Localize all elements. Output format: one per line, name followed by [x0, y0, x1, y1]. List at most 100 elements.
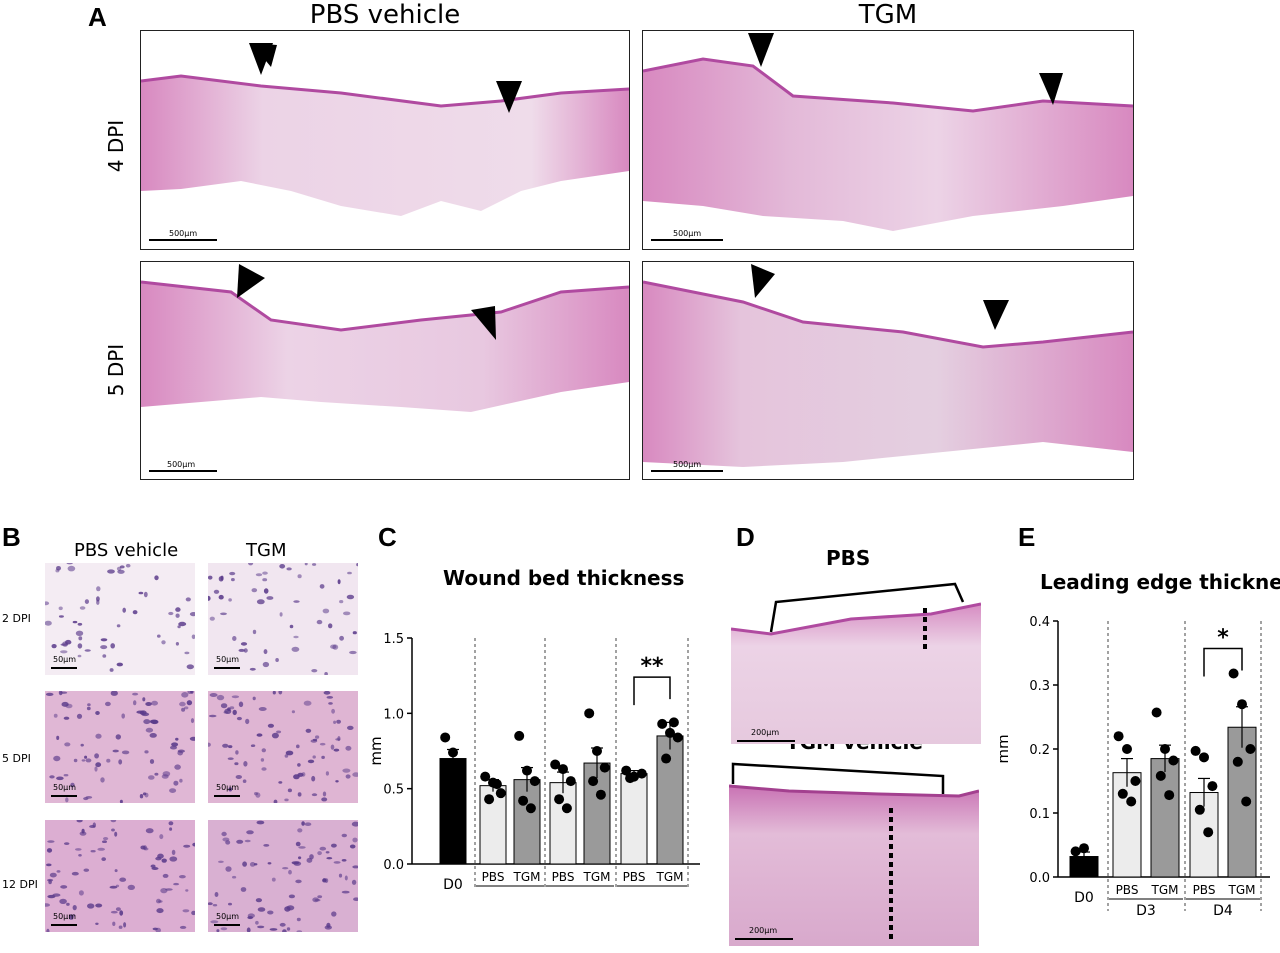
cell-nucleus: [67, 565, 76, 572]
cell-nucleus: [311, 669, 318, 673]
significance-label: **: [640, 654, 664, 679]
cell-nucleus: [242, 779, 247, 783]
x-tick-label: TGM: [1228, 883, 1256, 897]
cell-nucleus: [311, 775, 316, 782]
cell-nucleus: [60, 885, 68, 889]
cell-nucleus: [179, 701, 186, 707]
data-point: [1228, 668, 1239, 679]
cell-nucleus: [229, 706, 235, 710]
cell-nucleus: [252, 629, 257, 635]
histology-tgm-4dpi: 500µm: [642, 30, 1134, 250]
cell-nucleus: [121, 750, 130, 755]
cell-nucleus: [110, 910, 118, 914]
cell-nucleus: [222, 743, 229, 748]
cell-nucleus: [187, 691, 193, 694]
cell-nucleus: [356, 563, 358, 567]
cell-nucleus: [220, 575, 224, 581]
cell-nucleus: [183, 844, 191, 848]
cell-nucleus: [278, 781, 283, 784]
panel-b-col-title-tgm: TGM: [246, 540, 287, 561]
data-point: [588, 776, 599, 787]
cell-nucleus: [231, 578, 235, 582]
cell-nucleus: [272, 691, 276, 695]
cell-nucleus: [51, 644, 57, 649]
cell-nucleus: [260, 758, 265, 762]
x-tick-label: PBS: [1116, 883, 1139, 897]
cell-nucleus: [191, 634, 195, 640]
cell-nucleus: [84, 599, 89, 604]
cell-nucleus: [339, 600, 344, 604]
cell-nuclei-pattern: [45, 820, 195, 932]
cell-nucleus: [349, 844, 356, 849]
cell-nucleus: [317, 895, 323, 899]
cell-nucleus: [312, 563, 317, 566]
cell-nucleus: [49, 872, 57, 878]
data-point: [525, 803, 536, 814]
cell-nucleus: [319, 846, 327, 851]
cell-nucleus: [218, 594, 224, 600]
scale-bar-label: 50µm: [53, 655, 77, 664]
chart-wound-bed-thickness: 0.00.51.01.5mmD0PBSTGMPBSTGMPBSTGMD3D4D5…: [367, 632, 700, 890]
data-point: [661, 753, 672, 764]
cell-nucleus: [236, 839, 244, 844]
cell-nucleus: [238, 701, 244, 708]
cell-nucleus: [72, 620, 78, 624]
scale-bar: [214, 795, 240, 797]
cell-nucleus: [353, 897, 358, 901]
data-point: [595, 789, 606, 800]
cell-nucleus: [116, 662, 124, 667]
cell-nucleus: [279, 612, 283, 617]
cell-nucleus: [346, 594, 355, 600]
data-point: [1070, 846, 1081, 857]
cell-nucleus: [95, 922, 99, 925]
data-point: [1079, 843, 1089, 854]
cell-nucleus: [143, 719, 151, 725]
cell-nucleus: [156, 898, 161, 904]
cell-nucleus: [110, 643, 115, 649]
cell-nucleus: [291, 646, 300, 652]
cell-nucleus: [78, 854, 82, 857]
cell-nucleus: [288, 894, 295, 899]
cell-nucleus: [186, 664, 194, 670]
cell-nucleus: [177, 749, 185, 753]
cell-nucleus: [246, 927, 251, 932]
cell-nucleus: [123, 922, 127, 928]
data-point: [558, 764, 568, 775]
cell-nucleus: [208, 575, 213, 580]
cell-nucleus: [119, 877, 127, 882]
tissue-section-leading-edge-pbs: [731, 582, 981, 744]
cell-nucleus: [331, 843, 337, 848]
cell-nucleus: [46, 928, 50, 932]
scale-bar-label: 50µm: [53, 783, 77, 792]
cell-nucleus: [173, 780, 179, 786]
significance-bracket: [1203, 647, 1243, 677]
cell-nucleus: [155, 927, 161, 932]
micrograph-pbs-5dpi: 50µm: [45, 691, 195, 803]
cell-nucleus: [287, 788, 292, 793]
cell-nucleus: [326, 857, 333, 860]
data-point: [1203, 827, 1214, 838]
cell-nucleus: [322, 608, 330, 614]
cell-nucleus: [209, 693, 218, 697]
cell-nucleus: [69, 914, 76, 917]
histology-pbs-4dpi: 500µm: [140, 30, 630, 250]
cell-nucleus: [72, 905, 77, 911]
cell-nucleus: [297, 574, 302, 579]
cell-nucleus: [175, 737, 179, 741]
cell-nucleus: [297, 828, 303, 833]
cell-nucleus: [157, 634, 161, 638]
cell-nucleus: [335, 780, 339, 783]
data-point: [625, 773, 636, 784]
scale-bar-label: 50µm: [53, 912, 77, 921]
scale-bar-label: 50µm: [216, 783, 240, 792]
panel-label-d: D: [736, 522, 755, 552]
cell-nucleus: [77, 622, 83, 626]
tissue-section-pbs-4dpi: [141, 43, 629, 216]
data-point: [1155, 770, 1166, 781]
histology-leading-edge-pbs: 200µm: [731, 574, 981, 744]
cell-nucleus: [185, 597, 191, 602]
data-point: [495, 788, 506, 799]
cell-nucleus: [325, 851, 330, 854]
cell-nucleus: [149, 733, 157, 738]
cell-nucleus: [185, 889, 189, 892]
